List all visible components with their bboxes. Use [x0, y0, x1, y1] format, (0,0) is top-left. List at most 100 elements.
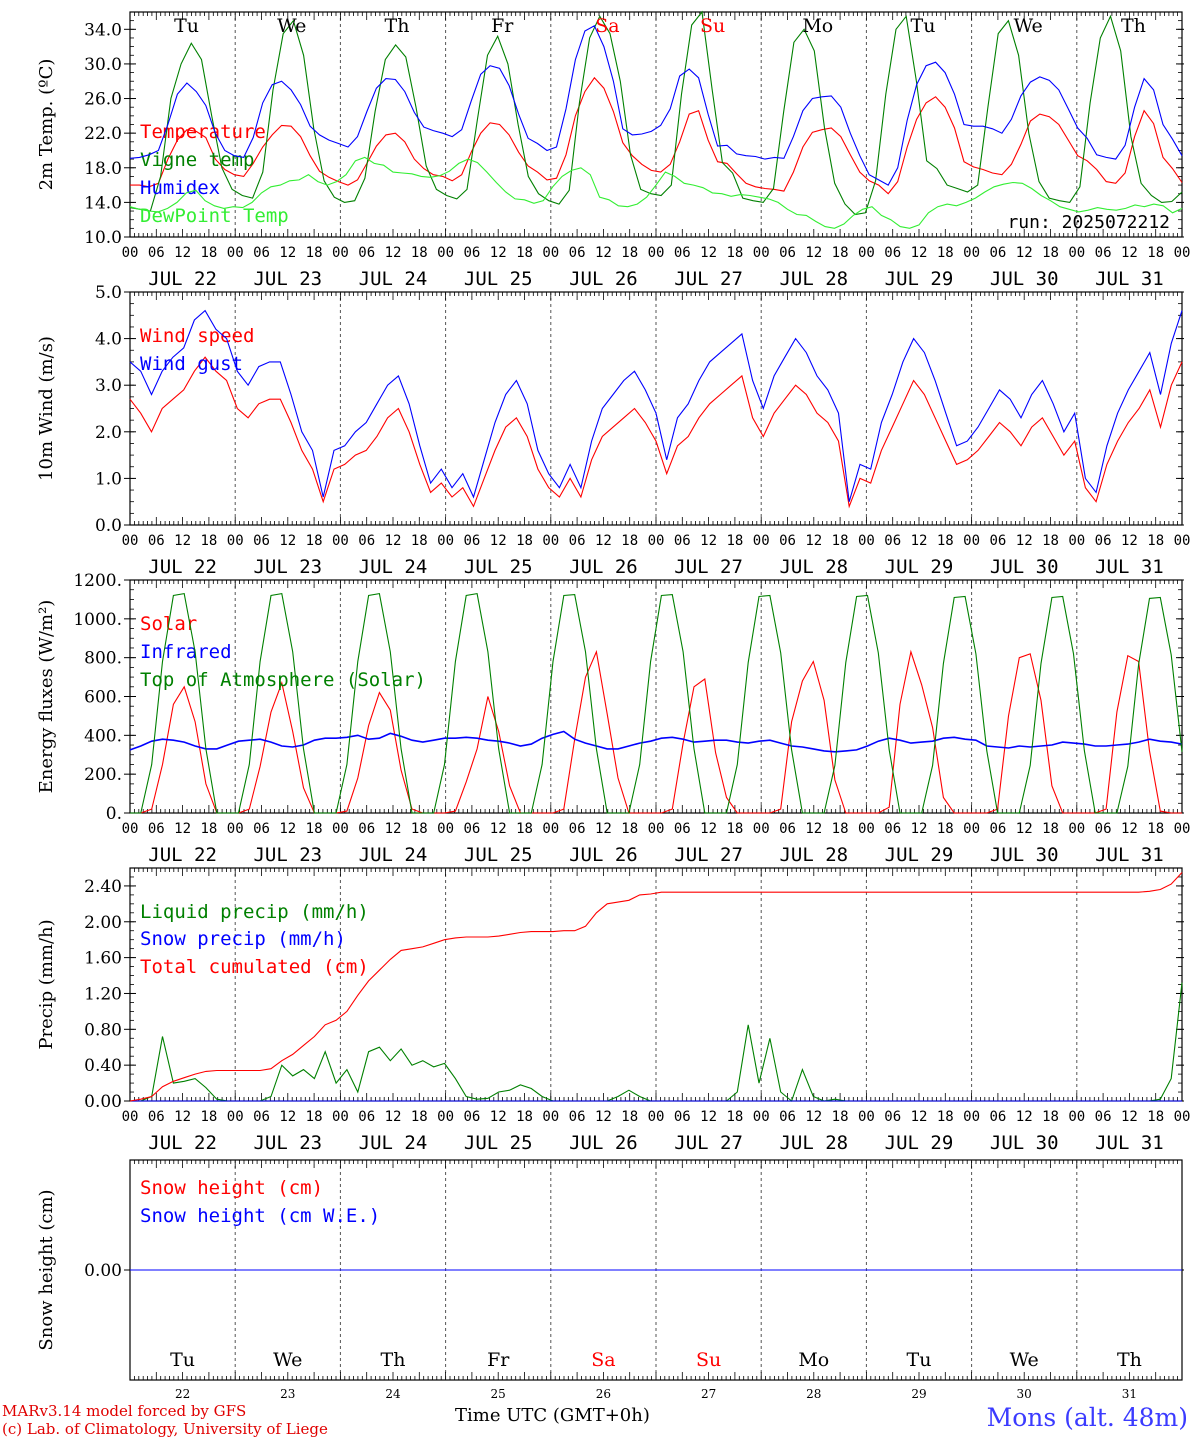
hour-label: 06 [569, 821, 586, 837]
hour-label: 12 [700, 533, 717, 549]
hour-label: 12 [385, 1109, 402, 1125]
series-line-temperature [130, 76, 1183, 195]
hour-label: 06 [358, 245, 375, 261]
hour-label: 06 [253, 533, 270, 549]
date-label: JUL 25 [464, 556, 533, 578]
weekday-label: Su [696, 1349, 721, 1371]
hour-label: 18 [411, 1109, 428, 1125]
hour-label: 18 [1042, 1109, 1059, 1125]
hour-label: 06 [779, 821, 796, 837]
legend-item: Humidex [140, 177, 220, 199]
weekday-label: Fr [487, 1349, 510, 1371]
hour-label: 06 [674, 1109, 691, 1125]
hour-label: 00 [648, 1109, 665, 1125]
run-label: run: 2025072212 [1007, 212, 1170, 233]
hour-label: 12 [1121, 533, 1138, 549]
y-axis-label: 2m Temp. (ºC) [36, 59, 57, 191]
date-label: JUL 30 [990, 844, 1059, 866]
hour-label: 00 [753, 533, 770, 549]
y-tick-label: 0.80 [84, 1020, 122, 1040]
hour-label: 00 [542, 1109, 559, 1125]
hour-label: 18 [516, 245, 533, 261]
y-tick-label: 0. [106, 804, 122, 824]
hour-label: 18 [200, 1109, 217, 1125]
legend-item: Infrared [140, 641, 232, 663]
hour-label: 12 [1016, 245, 1033, 261]
hour-label: 06 [463, 1109, 480, 1125]
hour-label: 00 [437, 533, 454, 549]
date-label: JUL 28 [779, 844, 848, 866]
hour-label: 18 [621, 821, 638, 837]
hour-label: 18 [726, 245, 743, 261]
hour-label: 06 [1095, 821, 1112, 837]
weekday-label: We [1010, 1349, 1039, 1371]
y-tick-label: 30.0 [84, 55, 122, 75]
hour-label: 06 [253, 245, 270, 261]
weekday-label: We [273, 1349, 302, 1371]
hour-label: 18 [621, 533, 638, 549]
hour-label: 06 [884, 245, 901, 261]
hour-label: 06 [358, 1109, 375, 1125]
hour-label: 18 [726, 1109, 743, 1125]
hour-label: 06 [358, 533, 375, 549]
hour-ticks [129, 1160, 1183, 1380]
hour-label: 12 [174, 1109, 191, 1125]
date-label: JUL 23 [253, 556, 322, 578]
hour-label: 18 [726, 533, 743, 549]
y-tick-label: 800. [84, 649, 122, 669]
series-line-top-of-atmosphere-solar- [130, 592, 1183, 814]
hour-label: 12 [279, 245, 296, 261]
hour-label: 06 [148, 821, 165, 837]
hour-label: 18 [621, 245, 638, 261]
hour-label: 12 [1016, 1109, 1033, 1125]
y-tick-label: 1000. [73, 610, 122, 630]
date-label: JUL 31 [1095, 844, 1164, 866]
y-tick-label: 2.40 [84, 877, 122, 897]
hour-label: 00 [332, 821, 349, 837]
hour-label: 18 [1147, 1109, 1164, 1125]
series-line-infrared [129, 730, 1183, 753]
hour-label: 06 [1095, 1109, 1112, 1125]
date-label: JUL 29 [885, 1132, 954, 1154]
legend-item: Wind gust [140, 353, 243, 375]
hour-label: 00 [1068, 533, 1085, 549]
y-axis-label: Snow height (cm) [36, 1189, 57, 1350]
hour-label: 00 [437, 821, 454, 837]
day-number: 30 [1017, 1387, 1032, 1401]
hour-label: 06 [674, 245, 691, 261]
weekday-label: Sa [595, 15, 619, 37]
hour-label: 12 [1121, 1109, 1138, 1125]
y-tick-label: 18.0 [84, 159, 122, 179]
date-label: JUL 30 [990, 1132, 1059, 1154]
date-label: JUL 30 [990, 556, 1059, 578]
plot-frame [129, 11, 1183, 238]
hour-label: 12 [490, 821, 507, 837]
y-tick-label: 34.0 [84, 20, 122, 40]
y-tick-label: 0.40 [84, 1056, 122, 1076]
date-label: JUL 25 [464, 268, 533, 290]
hour-label: 06 [1095, 533, 1112, 549]
hour-label: 18 [832, 1109, 849, 1125]
hour-label: 12 [911, 533, 928, 549]
hour-label: 12 [174, 245, 191, 261]
y-tick-label: 600. [84, 688, 122, 708]
date-label: JUL 26 [569, 844, 638, 866]
hour-label: 06 [463, 821, 480, 837]
hour-label: 00 [858, 1109, 875, 1125]
hour-label: 12 [595, 1109, 612, 1125]
y-tick-label: 0.00 [84, 1261, 122, 1281]
hour-label: 00 [227, 533, 244, 549]
date-label: JUL 29 [885, 556, 954, 578]
hour-label: 00 [858, 533, 875, 549]
y-tick-label: 400. [84, 726, 122, 746]
hour-label: 00 [332, 245, 349, 261]
hour-label: 12 [700, 245, 717, 261]
hour-label: 12 [385, 245, 402, 261]
legend-item: DewPoint Temp [140, 205, 289, 227]
hour-label: 12 [595, 821, 612, 837]
date-label: JUL 27 [674, 556, 743, 578]
hour-label: 00 [542, 533, 559, 549]
hour-label: 18 [937, 1109, 954, 1125]
hour-label: 00 [648, 533, 665, 549]
